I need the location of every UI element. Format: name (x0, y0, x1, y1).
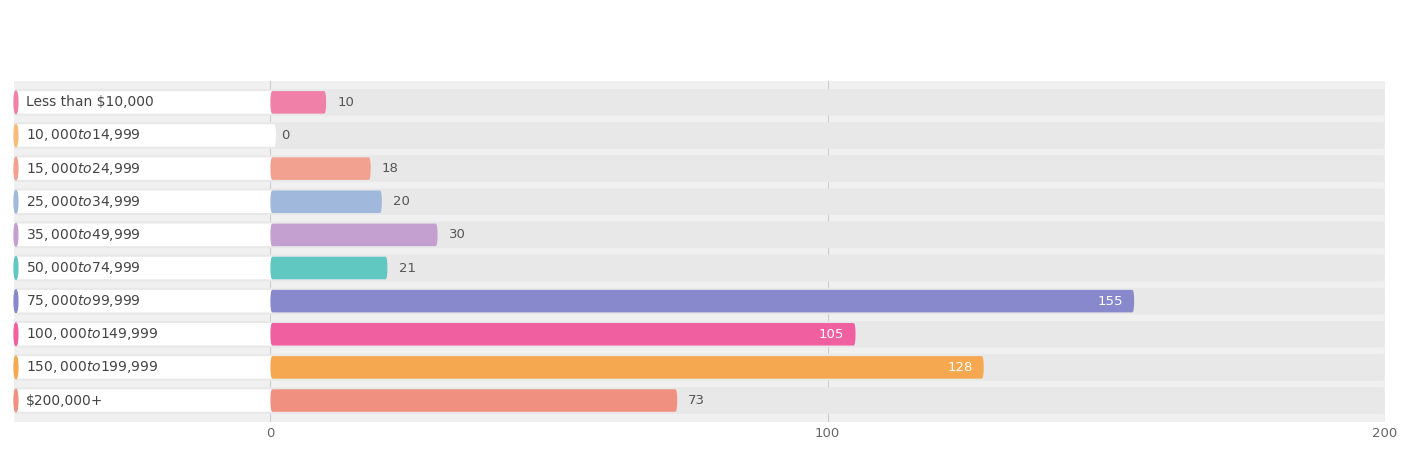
FancyBboxPatch shape (270, 157, 371, 180)
Text: 105: 105 (820, 328, 845, 341)
FancyBboxPatch shape (14, 224, 276, 246)
Text: $200,000+: $200,000+ (27, 393, 104, 408)
FancyBboxPatch shape (14, 321, 1385, 348)
FancyBboxPatch shape (14, 323, 276, 346)
FancyBboxPatch shape (14, 288, 1385, 314)
FancyBboxPatch shape (270, 389, 678, 412)
Text: Less than $10,000: Less than $10,000 (27, 95, 155, 110)
FancyBboxPatch shape (14, 356, 276, 379)
FancyBboxPatch shape (14, 190, 276, 213)
Text: 20: 20 (394, 195, 411, 208)
FancyBboxPatch shape (14, 354, 1385, 381)
Text: $35,000 to $49,999: $35,000 to $49,999 (27, 227, 141, 243)
Circle shape (14, 356, 18, 379)
FancyBboxPatch shape (270, 190, 382, 213)
Text: 18: 18 (382, 162, 399, 175)
Text: $10,000 to $14,999: $10,000 to $14,999 (27, 128, 141, 144)
Text: $25,000 to $34,999: $25,000 to $34,999 (27, 194, 141, 210)
Text: 21: 21 (398, 261, 416, 274)
Text: 30: 30 (449, 229, 465, 242)
FancyBboxPatch shape (270, 323, 855, 346)
FancyBboxPatch shape (14, 222, 1385, 248)
FancyBboxPatch shape (14, 91, 276, 114)
Text: 0: 0 (281, 129, 290, 142)
Text: $150,000 to $199,999: $150,000 to $199,999 (27, 359, 159, 375)
FancyBboxPatch shape (270, 224, 437, 246)
FancyBboxPatch shape (14, 124, 276, 147)
FancyBboxPatch shape (14, 157, 276, 180)
Text: $50,000 to $74,999: $50,000 to $74,999 (27, 260, 141, 276)
FancyBboxPatch shape (270, 356, 984, 379)
Text: HOUSEHOLD INCOME BRACKETS IN SILVER LAKE: HOUSEHOLD INCOME BRACKETS IN SILVER LAKE (21, 22, 547, 41)
FancyBboxPatch shape (270, 290, 1135, 313)
FancyBboxPatch shape (270, 257, 388, 279)
FancyBboxPatch shape (14, 155, 1385, 182)
FancyBboxPatch shape (14, 387, 1385, 414)
Circle shape (14, 190, 18, 213)
Text: 73: 73 (689, 394, 706, 407)
Text: 128: 128 (948, 361, 973, 374)
Circle shape (14, 389, 18, 412)
Circle shape (14, 290, 18, 313)
Circle shape (14, 91, 18, 114)
FancyBboxPatch shape (270, 91, 326, 114)
Circle shape (14, 323, 18, 346)
FancyBboxPatch shape (14, 89, 1385, 115)
Circle shape (14, 224, 18, 246)
FancyBboxPatch shape (14, 389, 276, 412)
FancyBboxPatch shape (14, 189, 1385, 215)
Text: $75,000 to $99,999: $75,000 to $99,999 (27, 293, 141, 309)
Circle shape (14, 257, 18, 279)
Circle shape (14, 124, 18, 147)
FancyBboxPatch shape (14, 255, 1385, 281)
Text: $100,000 to $149,999: $100,000 to $149,999 (27, 326, 159, 342)
FancyBboxPatch shape (14, 257, 276, 279)
Text: $15,000 to $24,999: $15,000 to $24,999 (27, 161, 141, 176)
Text: 10: 10 (337, 96, 354, 109)
FancyBboxPatch shape (14, 122, 1385, 149)
Text: 155: 155 (1098, 295, 1123, 308)
FancyBboxPatch shape (14, 290, 276, 313)
Text: Source: ZipAtlas.com: Source: ZipAtlas.com (1267, 13, 1392, 26)
Circle shape (14, 157, 18, 180)
